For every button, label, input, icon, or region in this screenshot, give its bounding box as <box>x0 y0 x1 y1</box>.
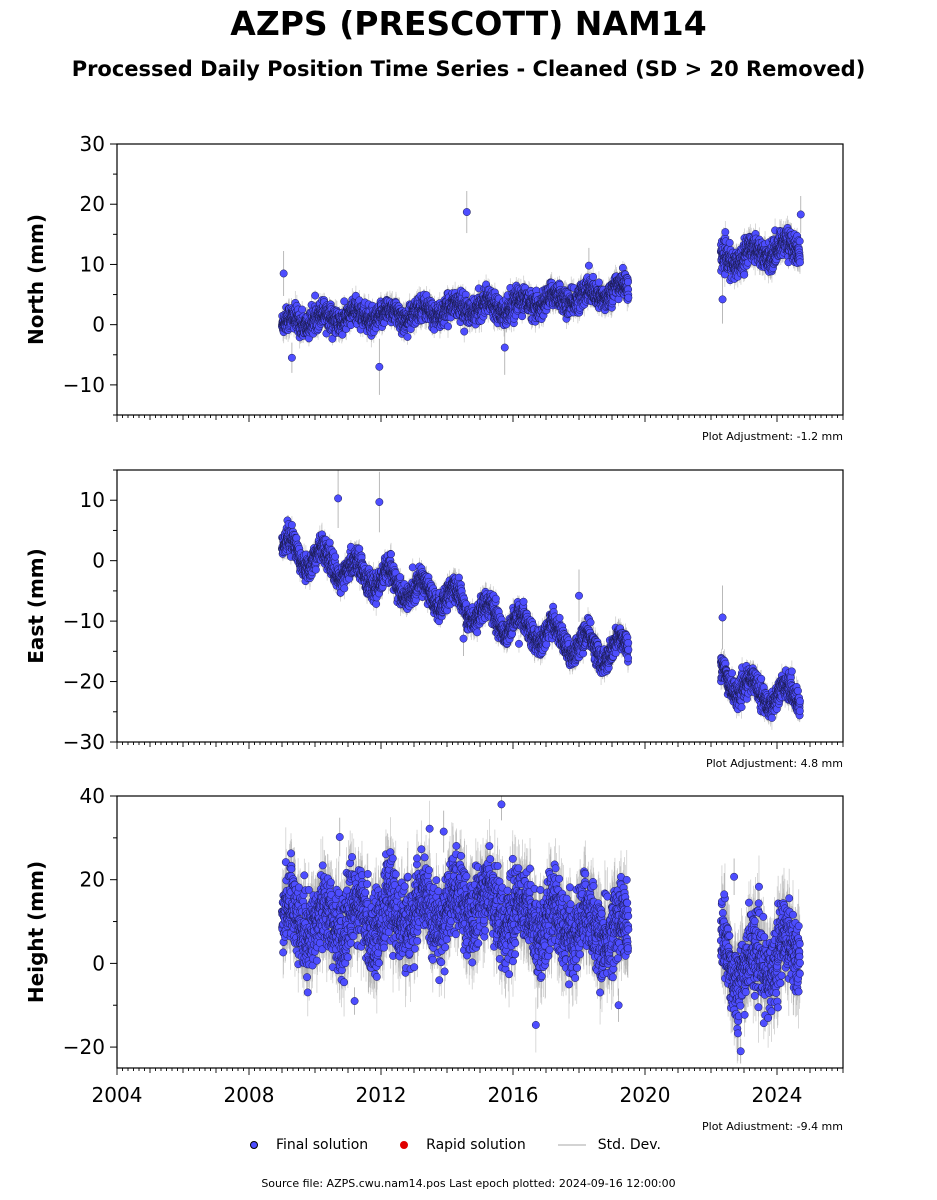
data-point <box>340 298 347 305</box>
data-point <box>311 292 318 299</box>
data-point <box>298 306 305 313</box>
data-point <box>461 328 468 335</box>
final-solution-points <box>278 208 804 370</box>
data-point <box>444 323 451 330</box>
data-point <box>404 333 411 340</box>
